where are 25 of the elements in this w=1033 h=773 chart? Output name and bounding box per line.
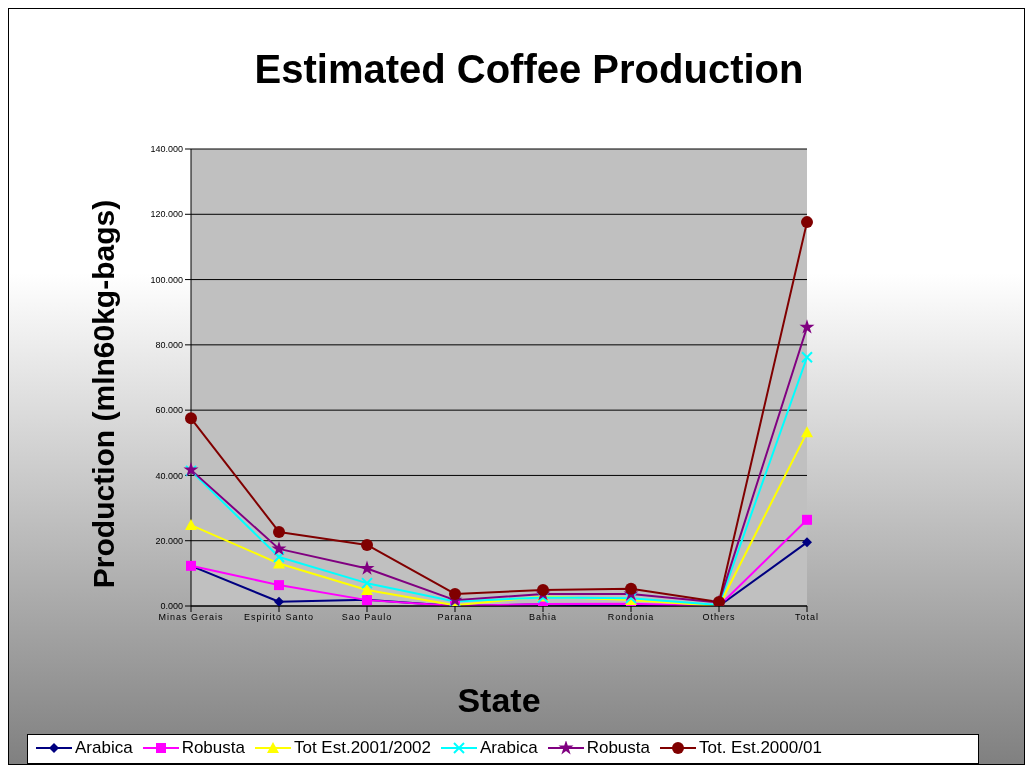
x-tick-label: Espirito Santo bbox=[243, 612, 315, 623]
x-tick-label: Minas Gerais bbox=[158, 612, 224, 623]
y-axis-title: Production (mln60kg-bags) bbox=[87, 198, 121, 591]
x-tick-label: Parana bbox=[437, 612, 473, 623]
chart-title: Estimated Coffee Production bbox=[253, 47, 805, 92]
y-tick-label: 20.000 bbox=[155, 535, 183, 546]
legend-label: Robusta bbox=[181, 738, 245, 758]
x-axis-title: State bbox=[456, 681, 542, 720]
legend-label: Tot Est.2001/2002 bbox=[293, 738, 432, 758]
legend-label: Arabica bbox=[480, 738, 538, 758]
y-tick-label: 60.000 bbox=[155, 405, 183, 416]
x-tick-label: Sao Paulo bbox=[341, 612, 393, 623]
y-tick-label: 120.000 bbox=[150, 209, 183, 220]
y-tick-label: 140.000 bbox=[150, 144, 183, 155]
x-tick-label: Bahia bbox=[528, 612, 558, 623]
legend-label: Robusta bbox=[586, 738, 650, 758]
legend-label: Arabica bbox=[75, 738, 133, 758]
y-tick-label: 100.000 bbox=[150, 274, 183, 285]
x-tick-label: Total bbox=[794, 612, 820, 623]
x-tick-label: Rondonia bbox=[607, 612, 655, 623]
y-tick-label: 40.000 bbox=[155, 470, 183, 481]
y-tick-label: 80.000 bbox=[155, 340, 183, 351]
x-tick-label: Others bbox=[702, 612, 736, 623]
y-tick-label: 0.000 bbox=[160, 601, 183, 612]
legend-label: Tot. Est.2000/01 bbox=[698, 738, 822, 758]
